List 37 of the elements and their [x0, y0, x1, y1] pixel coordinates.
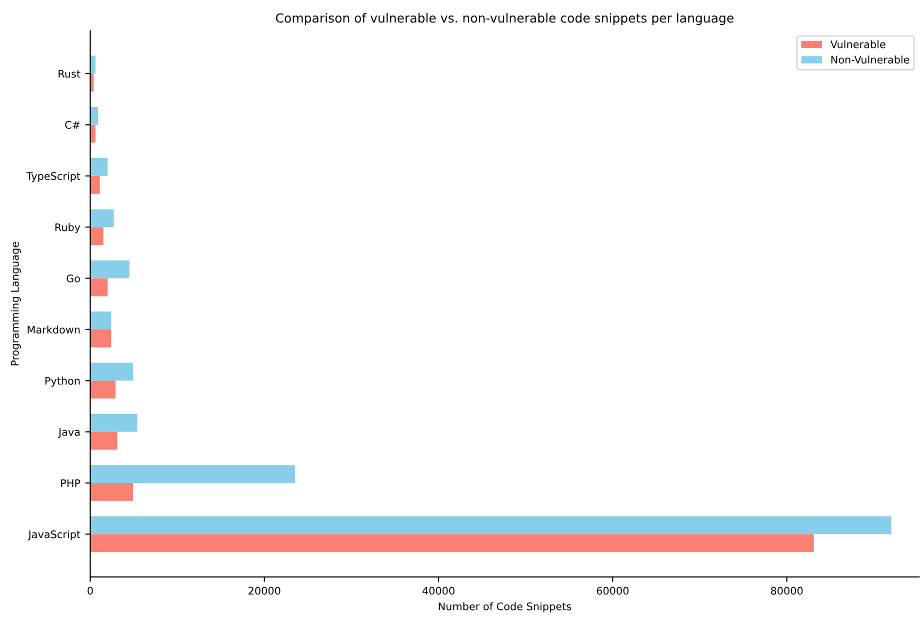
chart-title: Comparison of vulnerable vs. non-vulnerable code snippets per language	[276, 13, 734, 26]
x-tick-label: 40000	[422, 586, 454, 595]
y-tick-label: Java	[58, 428, 80, 438]
y-tick-label: TypeScript	[26, 172, 80, 182]
y-tick-label: C#	[65, 120, 80, 129]
bar	[90, 534, 814, 552]
x-tick-label: 80000	[770, 586, 803, 595]
bar	[90, 106, 98, 125]
y-tick-label: Markdown	[28, 326, 80, 334]
bar	[90, 176, 100, 194]
bar	[90, 260, 130, 278]
bar	[90, 516, 892, 534]
bar	[90, 414, 138, 432]
bar	[90, 362, 133, 381]
x-axis-title: Number of Code Snippets	[438, 602, 572, 612]
bar	[90, 482, 133, 501]
bar	[90, 432, 118, 450]
legend-label: Non-Vulnerable	[831, 56, 910, 64]
bar	[90, 312, 112, 330]
bar	[90, 209, 114, 228]
y-tick-label: PHP	[61, 479, 80, 487]
bar	[90, 329, 112, 348]
bar	[90, 158, 108, 176]
y-tick-label: Ruby	[55, 223, 80, 234]
y-tick-label: JavaScript	[28, 530, 80, 540]
x-tick-label: 60000	[596, 586, 629, 595]
bar	[90, 227, 104, 246]
y-tick-label: Rust	[58, 70, 80, 78]
y-tick-label: Go	[66, 274, 80, 282]
y-axis-title: Programming Language	[10, 242, 21, 366]
y-tick-label: Python	[45, 376, 80, 387]
x-tick-label: 0	[88, 586, 93, 595]
bar	[90, 380, 116, 399]
bar	[90, 278, 108, 296]
x-tick-label: 20000	[248, 586, 280, 595]
bar	[90, 465, 295, 483]
legend-label: Vulnerable	[830, 40, 886, 48]
